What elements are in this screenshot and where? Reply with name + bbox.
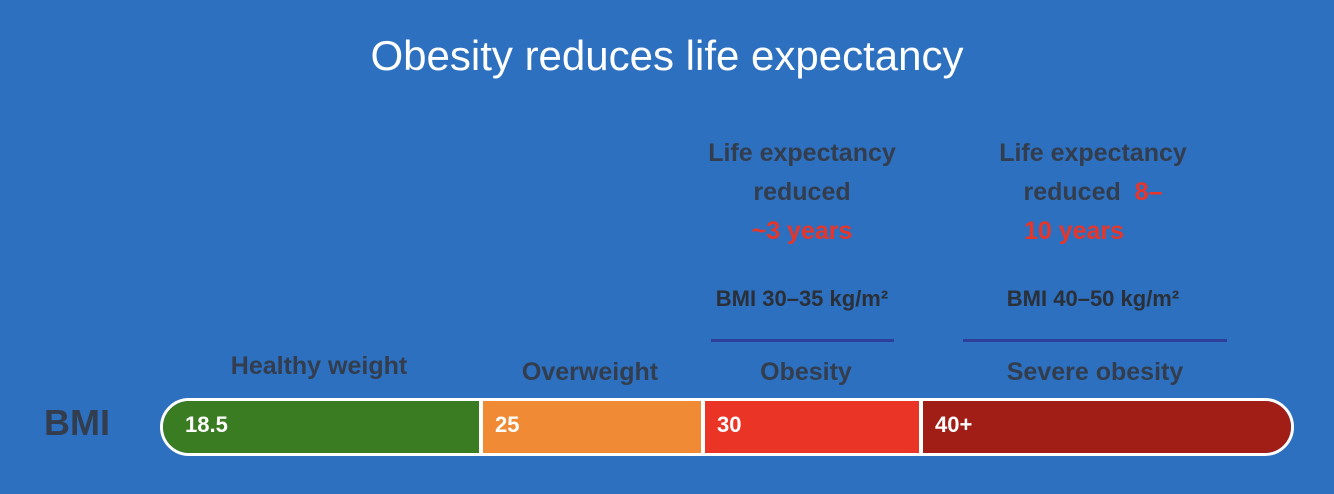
bmi-segment-healthy: 18.5: [163, 401, 479, 453]
severe-note-line1: Life expectancy: [999, 139, 1187, 167]
obesity-note-line1: Life expectancy: [708, 139, 896, 167]
category-label-obesity: Obesity: [760, 358, 852, 386]
bmi-threshold-25: 25: [495, 412, 520, 437]
bmi-segment-severe: 40+: [919, 401, 1291, 453]
category-label-healthy: Healthy weight: [230, 352, 408, 380]
severe-underline: [963, 339, 1227, 342]
bmi-scale-bar: 18.5 25 30 40+: [160, 398, 1294, 456]
page-title: Obesity reduces life expectancy: [370, 32, 964, 79]
bmi-threshold-30: 30: [717, 412, 742, 437]
severe-note-line2-wrap: reduced 8–: [972, 173, 1214, 212]
obesity-underline: [711, 339, 894, 342]
obesity-note-line2: reduced: [753, 178, 851, 206]
bmi-axis-label: BMI: [44, 402, 110, 443]
obesity-bmi-range: BMI 30–35 kg/m²: [715, 286, 889, 311]
bmi-threshold-40-plus: 40+: [935, 412, 973, 437]
category-label-overweight: Overweight: [521, 358, 659, 386]
category-label-severe: Severe obesity: [1006, 358, 1184, 386]
obesity-life-expectancy-note: Life expectancy reduced ~3 years: [682, 134, 922, 251]
severe-life-expectancy-note: Life expectancy reduced 8– 10 years: [972, 134, 1214, 251]
severe-bmi-range: BMI 40–50 kg/m²: [1006, 286, 1180, 311]
severe-note-years-part2: 10 years: [1023, 217, 1125, 245]
bmi-segment-obesity: 30: [701, 401, 919, 453]
bmi-segment-overweight: 25: [479, 401, 701, 453]
severe-note-years-part1: 8–: [1134, 178, 1163, 206]
bmi-threshold-18-5: 18.5: [185, 412, 228, 437]
obesity-note-years: ~3 years: [751, 217, 853, 245]
severe-note-line2: reduced: [1023, 178, 1121, 206]
